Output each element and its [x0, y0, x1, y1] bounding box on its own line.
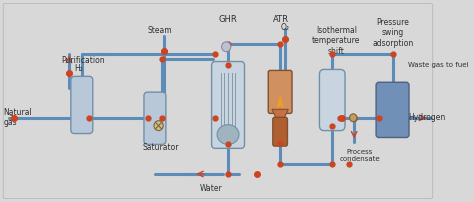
Text: Purification: Purification [61, 56, 104, 65]
Text: ATR: ATR [273, 15, 289, 24]
Text: Steam: Steam [147, 26, 172, 36]
Text: H₂: H₂ [74, 64, 83, 73]
Text: Waste gas to fuel: Waste gas to fuel [408, 62, 469, 68]
Circle shape [222, 42, 231, 52]
Text: Process
condensate: Process condensate [339, 149, 380, 162]
Polygon shape [276, 95, 284, 109]
FancyBboxPatch shape [3, 3, 433, 199]
FancyBboxPatch shape [376, 82, 409, 138]
Circle shape [154, 121, 163, 130]
Circle shape [350, 114, 357, 122]
FancyBboxPatch shape [144, 92, 166, 144]
Text: O₂: O₂ [280, 23, 289, 32]
FancyBboxPatch shape [211, 62, 245, 148]
FancyBboxPatch shape [268, 70, 292, 114]
Ellipse shape [217, 125, 239, 144]
FancyBboxPatch shape [319, 69, 345, 130]
Text: Isothermal
temperature
shift: Isothermal temperature shift [312, 26, 361, 56]
FancyBboxPatch shape [71, 76, 93, 134]
Text: Hydrogen: Hydrogen [408, 113, 446, 122]
Text: Pressure
swing
adsorption: Pressure swing adsorption [373, 18, 414, 48]
Text: Water: Water [200, 184, 223, 193]
Polygon shape [272, 109, 288, 121]
Text: GHR: GHR [219, 15, 237, 24]
Text: Natural
gas: Natural gas [3, 108, 32, 127]
Text: Saturator: Saturator [142, 143, 179, 152]
FancyBboxPatch shape [273, 117, 287, 146]
